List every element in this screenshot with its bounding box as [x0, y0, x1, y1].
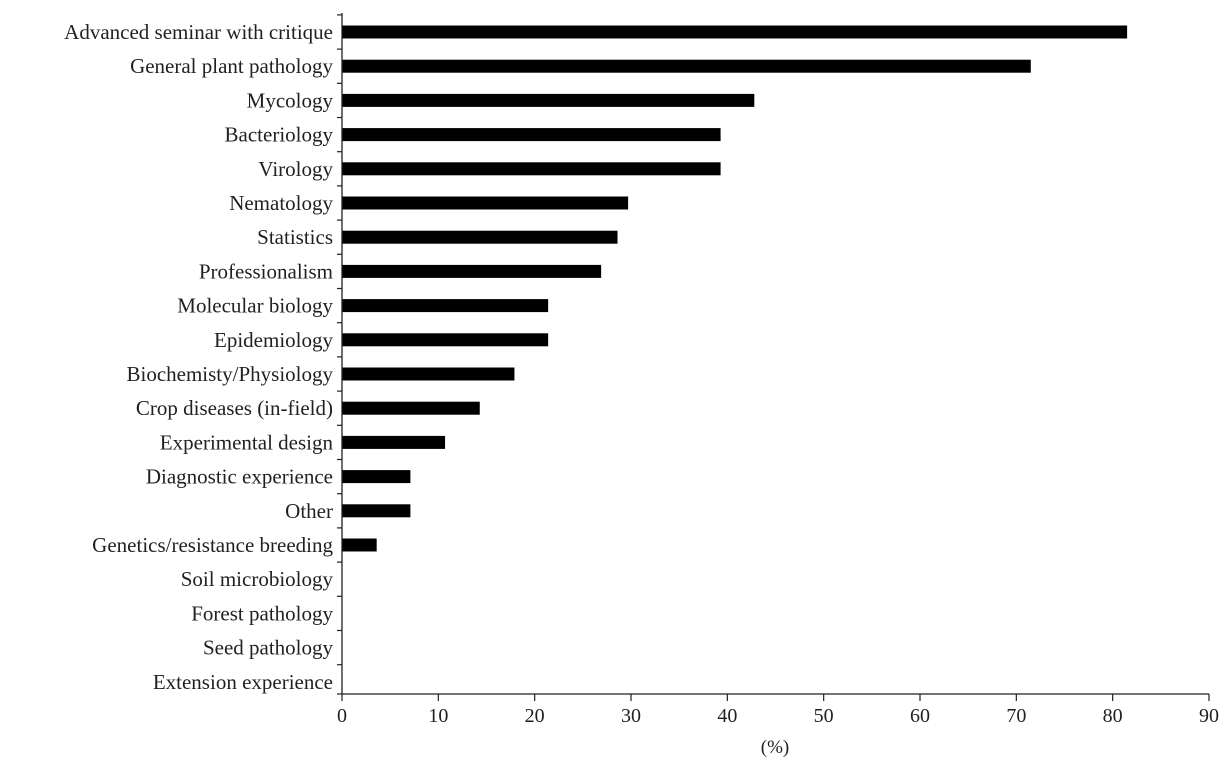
x-tick-label: 10 — [428, 705, 448, 727]
bar-diagnostic-experience — [342, 470, 411, 484]
x-tick-label: 50 — [814, 705, 834, 727]
x-tick-label: 40 — [717, 705, 737, 727]
bars-layer — [342, 25, 1128, 552]
bar-other — [342, 504, 411, 518]
category-label-epidemiology: Epidemiology — [214, 328, 333, 352]
category-label-mycology: Mycology — [247, 88, 334, 112]
bar-biochemisty-physiology — [342, 367, 515, 381]
x-tick-label: 30 — [621, 705, 641, 727]
bar-virology — [342, 162, 721, 176]
category-label-diagnostic-experience: Diagnostic experience — [146, 465, 333, 489]
bar-advanced-seminar-with-critique — [342, 25, 1128, 39]
category-label-experimental-design: Experimental design — [160, 430, 334, 454]
x-tick-label: 80 — [1103, 705, 1123, 727]
category-label-other: Other — [285, 499, 333, 523]
x-tick-label: 90 — [1199, 705, 1219, 727]
category-label-general-plant-pathology: General plant pathology — [130, 54, 333, 78]
bar-professionalism — [342, 264, 602, 278]
category-label-virology: Virology — [258, 157, 333, 181]
bar-epidemiology — [342, 333, 549, 347]
x-axis-title: (%) — [761, 737, 789, 758]
category-label-advanced-seminar-with-critique: Advanced seminar with critique — [64, 20, 333, 44]
category-label-professionalism: Professionalism — [199, 259, 333, 283]
bar-statistics — [342, 230, 618, 244]
category-label-extension-experience: Extension experience — [153, 670, 333, 694]
category-label-statistics: Statistics — [257, 225, 333, 249]
category-label-biochemisty-physiology: Biochemisty/Physiology — [126, 362, 333, 386]
category-label-nematology: Nematology — [229, 191, 333, 215]
category-label-forest-pathology: Forest pathology — [191, 601, 333, 625]
bar-molecular-biology — [342, 299, 549, 313]
category-label-molecular-biology: Molecular biology — [177, 294, 333, 318]
labels-layer: 0 10 20 30 40 50 60 70 80 90 Advanced seminar with… — [64, 20, 1219, 727]
category-label-seed-pathology: Seed pathology — [203, 636, 334, 660]
category-label-bacteriology: Bacteriology — [225, 123, 334, 147]
x-tick-label: 70 — [1006, 705, 1026, 727]
category-label-genetics-resistance-breeding: Genetics/resistance breeding — [92, 533, 333, 557]
bar-crop-diseases-in-field — [342, 401, 480, 415]
bar-experimental-design — [342, 435, 446, 449]
bar-nematology — [342, 196, 629, 210]
x-tick-label: 0 — [337, 705, 347, 727]
bar-genetics-resistance-breeding — [342, 538, 377, 552]
bar-general-plant-pathology — [342, 59, 1031, 73]
x-tick-label: 20 — [525, 705, 545, 727]
category-label-soil-microbiology: Soil microbiology — [181, 567, 334, 591]
axes-layer — [337, 13, 1210, 701]
bar-mycology — [342, 93, 755, 107]
bar-bacteriology — [342, 128, 721, 142]
category-label-crop-diseases-in-field: Crop diseases (in-field) — [136, 396, 333, 420]
x-tick-label: 60 — [910, 705, 930, 727]
